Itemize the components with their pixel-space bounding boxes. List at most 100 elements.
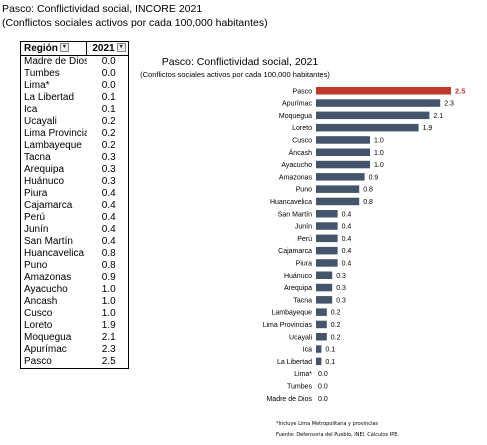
category-label: Piura <box>296 260 312 267</box>
value-cell: 0.3 <box>86 176 129 188</box>
value-label: 0.2 <box>331 334 341 341</box>
region-cell: La Libertad <box>20 92 87 104</box>
bar <box>316 246 338 255</box>
region-cell: Cusco <box>20 308 87 320</box>
table-row: Apurímac 2.3 <box>20 344 129 356</box>
value-label: 0.3 <box>336 297 346 304</box>
region-cell: Apurímac <box>20 344 87 356</box>
table-row: Pasco 2.5 <box>20 356 129 369</box>
value-cell: 0.8 <box>86 260 129 272</box>
bar <box>316 259 338 267</box>
bar <box>316 308 327 316</box>
column-header-year[interactable]: 2021 ▾ <box>86 41 129 56</box>
value-cell: 0.1 <box>86 92 129 104</box>
table-row: Ucayali 0.2 <box>20 116 129 128</box>
region-cell: Junín <box>20 224 87 236</box>
table-row: Lima* 0.0 <box>20 80 129 92</box>
value-cell: 1.0 <box>86 308 129 320</box>
page-subtitle: (Conflictos sociales activos por cada 10… <box>2 17 268 29</box>
data-table: Región ▾ 2021 ▾ Madre de Dios 0.0 Tumbes 0.0 L… <box>20 41 129 369</box>
bar <box>316 271 333 279</box>
bar <box>316 173 365 181</box>
value-label: 2.3 <box>444 101 454 108</box>
region-cell: Piura <box>20 188 87 200</box>
region-cell: Madre de Dios <box>20 55 87 68</box>
category-label: Áncash <box>289 148 312 157</box>
region-cell: Áncash <box>20 296 87 308</box>
value-cell: 0.4 <box>86 236 129 248</box>
region-cell: Ucayali <box>20 116 87 128</box>
table-row: Áncash 1.0 <box>20 296 129 308</box>
category-label: Loreto <box>292 125 312 132</box>
value-label: 0.3 <box>336 285 346 292</box>
table-row: Amazonas 0.9 <box>20 272 129 284</box>
category-label: Junín <box>295 224 312 231</box>
value-cell: 2.1 <box>86 332 129 344</box>
value-cell: 0.3 <box>86 164 129 176</box>
table-row: Madre de Dios 0.0 <box>20 55 129 68</box>
category-label: Puno <box>296 187 312 194</box>
table-row: La Libertad 0.1 <box>20 92 129 104</box>
value-cell: 0.4 <box>86 200 129 212</box>
bar <box>316 111 430 120</box>
value-cell: 0.3 <box>86 152 129 164</box>
region-cell: Tacna <box>20 152 87 164</box>
bar <box>316 160 370 169</box>
table-row: San Martín 0.4 <box>20 236 129 248</box>
value-label: 2.1 <box>433 113 443 120</box>
category-label: Lima* <box>294 371 312 378</box>
value-label: 0.4 <box>342 236 352 243</box>
region-cell: Cajamarca <box>20 200 87 212</box>
table-row: Huánuco 0.3 <box>20 176 129 188</box>
value-label: 1.0 <box>374 137 384 144</box>
region-cell: Lima Provincias <box>20 128 87 140</box>
bar <box>316 197 360 206</box>
table-row: Lambayeque 0.2 <box>20 140 129 152</box>
bar <box>316 234 338 243</box>
category-label: Amazonas <box>279 174 313 181</box>
value-label: 0.2 <box>331 322 341 329</box>
footnote: *Incluye Lima Metropolitana y provincias <box>276 421 379 427</box>
table-row: Puno 0.8 <box>20 260 129 272</box>
table-row: Tacna 0.3 <box>20 152 129 164</box>
column-header-region[interactable]: Región ▾ <box>20 41 87 56</box>
value-cell: 0.2 <box>86 140 129 152</box>
filter-dropdown-icon[interactable]: ▾ <box>116 43 126 53</box>
bar <box>316 222 338 230</box>
category-label: Moquegua <box>279 113 312 120</box>
value-cell: 2.5 <box>86 356 129 369</box>
value-cell: 0.4 <box>86 188 129 200</box>
value-label: 0.0 <box>318 383 328 390</box>
category-label: Tacna <box>293 297 312 304</box>
value-cell: 0.0 <box>86 55 129 68</box>
region-cell: Lambayeque <box>20 140 87 152</box>
table-row: Ayacucho 1.0 <box>20 284 129 296</box>
table-row: Cajamarca 0.4 <box>20 200 129 212</box>
category-label: Huánuco <box>284 273 312 280</box>
value-label: 0.3 <box>336 273 346 280</box>
page-title: Pasco: Conflictividad social, INCORE 202… <box>2 3 203 15</box>
region-cell: Loreto <box>20 320 87 332</box>
region-cell: Ica <box>20 104 87 116</box>
table-row: Loreto 1.9 <box>20 320 129 332</box>
category-label: Arequipa <box>284 285 312 292</box>
bar <box>316 87 451 95</box>
region-cell: Ayacucho <box>20 284 87 296</box>
filter-dropdown-icon[interactable]: ▾ <box>59 43 69 53</box>
table-row: Piura 0.4 <box>20 188 129 200</box>
region-cell: Lima* <box>20 80 87 92</box>
value-cell: 1.0 <box>86 284 129 296</box>
bar <box>316 185 360 193</box>
value-cell: 0.0 <box>86 68 129 80</box>
value-cell: 0.2 <box>86 116 129 128</box>
category-label: Lima Provincias <box>263 322 313 329</box>
bar <box>316 136 370 144</box>
region-cell: Moquegua <box>20 332 87 344</box>
category-label: Cusco <box>292 137 312 144</box>
region-cell: Huancavelica <box>20 248 87 260</box>
region-cell: Puno <box>20 260 87 272</box>
bar <box>316 357 322 366</box>
value-label: 0.0 <box>318 371 328 378</box>
category-label: Ucayali <box>289 334 312 341</box>
value-label: 0.1 <box>325 347 335 354</box>
